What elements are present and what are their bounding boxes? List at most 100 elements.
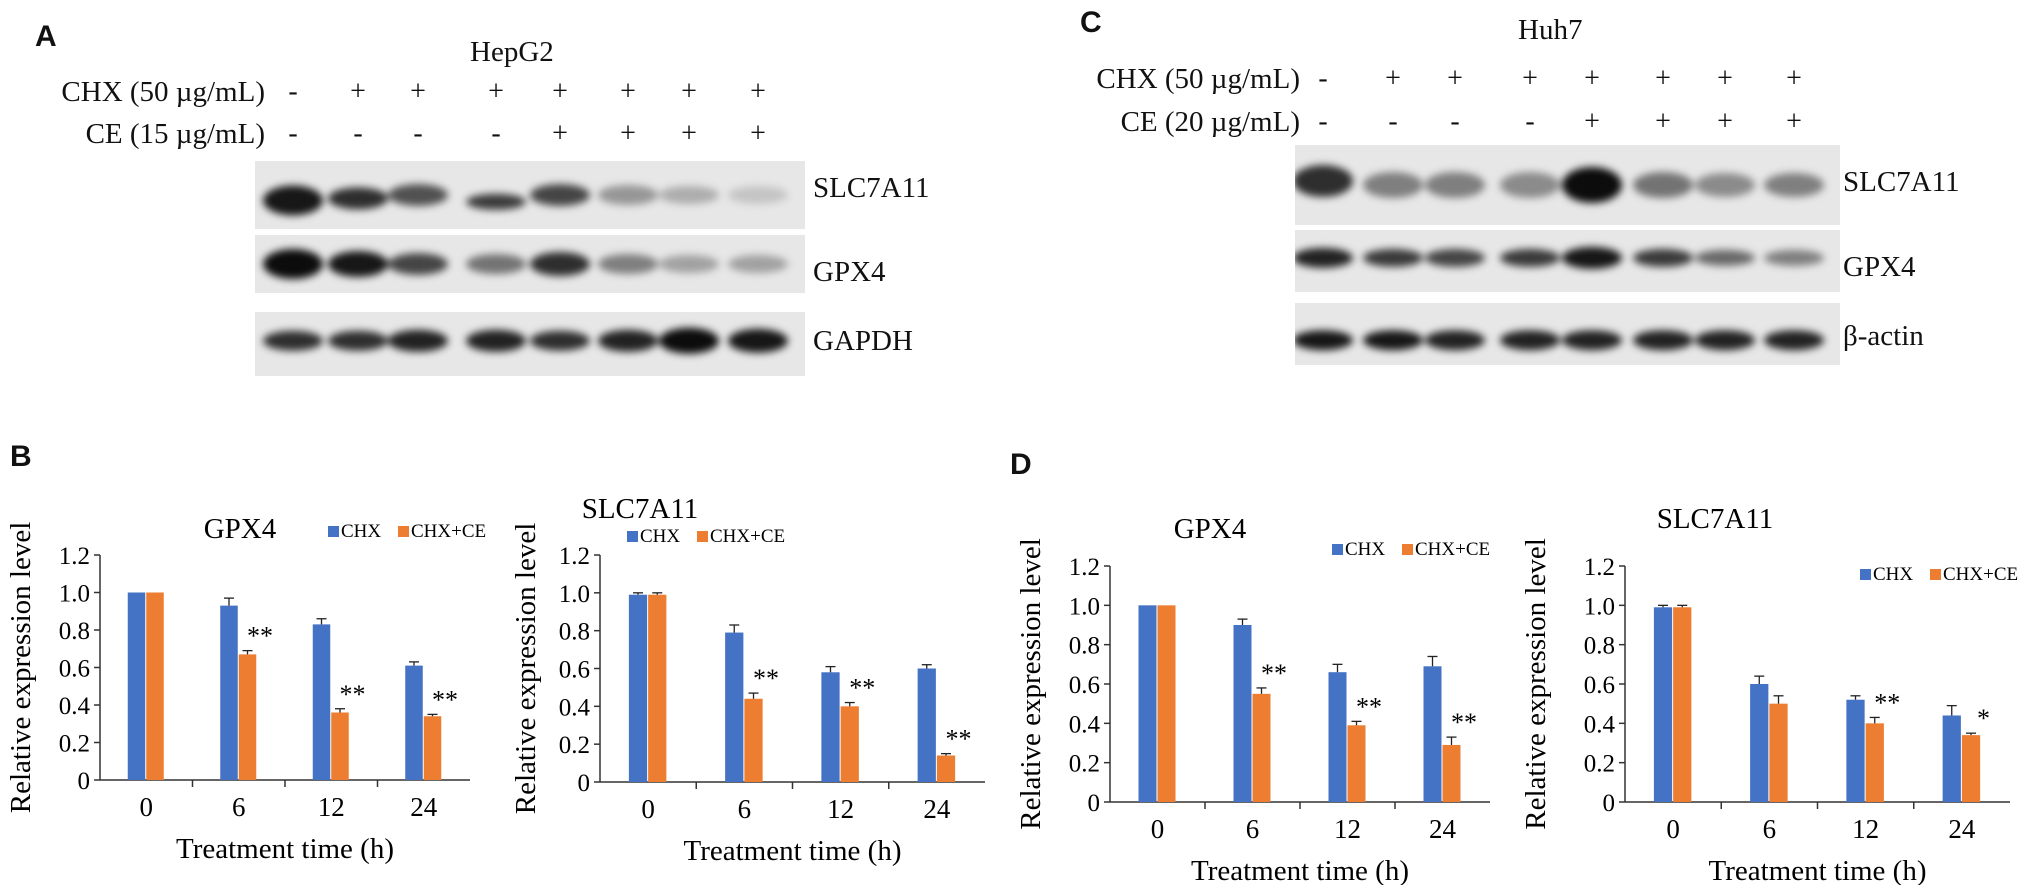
cell-line-title-c: Huh7 <box>1518 14 1583 46</box>
panel-letter-d: D <box>1010 448 1032 481</box>
significance-marker: * <box>1977 704 1990 733</box>
significance-marker: ** <box>340 680 366 709</box>
protein-label-bactin-c: β-actin <box>1843 320 1924 352</box>
y-tick-label: 1.0 <box>559 581 590 608</box>
blot-band <box>1363 330 1423 351</box>
protein-label-slc7a11-c: SLC7A11 <box>1843 166 1960 198</box>
y-tick-label: 0.6 <box>1069 672 1100 699</box>
x-tick-label: 0 <box>1151 814 1165 844</box>
significance-marker: ** <box>849 674 875 703</box>
legend-swatch <box>1332 544 1343 555</box>
treatment-sign: + <box>488 76 504 107</box>
blot-band <box>388 184 448 206</box>
treatment-sign: - <box>288 76 298 107</box>
blot-band <box>388 253 448 275</box>
treatment-sign: + <box>1447 63 1463 94</box>
blot-band <box>328 187 388 210</box>
treatment-sign: + <box>1584 106 1600 137</box>
blot-band <box>328 251 388 277</box>
y-tick-label: 0 <box>1603 790 1616 817</box>
y-tick-label: 0.2 <box>59 731 90 758</box>
significance-marker: ** <box>1356 692 1382 721</box>
blot-band <box>598 329 658 352</box>
blot-band <box>1293 330 1353 351</box>
treatment-sign: - <box>1318 106 1328 137</box>
treatment-sign: + <box>681 118 697 149</box>
x-tick-label: 0 <box>140 792 154 822</box>
blot-band <box>1363 248 1423 267</box>
legend-label: CHX+CE <box>1415 539 1490 560</box>
bar-chx-ce <box>331 712 349 780</box>
y-axis-label: Relative expression level <box>5 522 37 814</box>
y-tick-label: 0.8 <box>1584 633 1615 660</box>
y-tick-label: 0.8 <box>59 618 90 645</box>
blot-band <box>1425 172 1485 198</box>
bar-chx-ce <box>936 755 956 782</box>
legend-label: CHX <box>341 521 381 542</box>
y-axis-label: Relative expression level <box>510 523 542 815</box>
legend-swatch <box>398 526 409 537</box>
chart-title: SLC7A11 <box>582 493 699 525</box>
blot-band <box>598 254 658 274</box>
x-axis-label: Treatment time (h) <box>1709 855 1927 885</box>
blot-band <box>728 186 788 204</box>
legend-label: CHX <box>640 526 680 547</box>
blot-band <box>728 255 788 273</box>
treatment-sign: - <box>413 118 423 149</box>
y-tick-label: 0.2 <box>559 732 590 759</box>
protein-label-gpx4-a: GPX4 <box>813 256 886 288</box>
bar-chx <box>821 672 840 782</box>
blot-band <box>263 249 323 279</box>
treatment-sign: + <box>410 76 426 107</box>
treatment-sign: - <box>288 118 298 149</box>
bar-chx <box>917 668 936 782</box>
x-tick-label: 24 <box>1948 814 1976 844</box>
treatment-sign: + <box>1717 106 1733 137</box>
blot-band <box>1764 173 1824 197</box>
chart-gpx4-hepg2: GPX4 Relative expression level 0 0.2 0.4 0.6 0… <box>5 513 486 865</box>
significance-marker: ** <box>1261 659 1287 688</box>
treatment-sign: + <box>350 76 366 107</box>
treatment-sign: - <box>491 118 501 149</box>
bar-chx <box>1942 715 1961 802</box>
blot-band <box>388 329 448 352</box>
panel-letter-a: A <box>35 20 57 53</box>
y-tick-label: 0.4 <box>1584 711 1616 738</box>
bar-chx-ce <box>146 592 164 780</box>
y-tick-label: 0.2 <box>1584 751 1615 778</box>
y-axis-label: Relative expression level <box>1015 538 1047 830</box>
bar-chx-ce <box>423 716 442 780</box>
y-axis-label: Relative expression level <box>1520 538 1552 830</box>
legend-swatch <box>697 531 708 542</box>
bar-chx-ce <box>238 654 257 780</box>
blot-band <box>263 330 323 351</box>
blot-band <box>530 330 590 351</box>
bar-chx <box>1233 625 1252 802</box>
treatment-sign: + <box>552 76 568 107</box>
bar-chx <box>1750 684 1769 802</box>
bar-chx-ce <box>1157 605 1176 802</box>
panel-letter-b: B <box>10 440 32 473</box>
x-tick-label: 6 <box>232 792 246 822</box>
condition-label-chx-c: CHX (50 µg/mL) <box>1096 63 1300 95</box>
x-axis-label: Treatment time (h) <box>176 833 394 865</box>
x-tick-label: 6 <box>738 794 752 824</box>
x-tick-label: 12 <box>827 794 854 824</box>
y-tick-label: 0 <box>78 768 91 795</box>
cell-line-title-a: HepG2 <box>470 36 554 68</box>
treatment-sign: + <box>1522 63 1538 94</box>
treatment-sign: + <box>1786 63 1802 94</box>
legend-swatch <box>328 526 339 537</box>
bar-chx <box>312 624 331 780</box>
x-tick-label: 24 <box>923 794 951 824</box>
blot-band <box>1562 330 1622 351</box>
treatment-sign: + <box>750 76 766 107</box>
treatment-sign: + <box>1584 63 1600 94</box>
protein-label-gpx4-c: GPX4 <box>1843 251 1916 283</box>
legend-swatch <box>1860 569 1871 580</box>
chart-gpx4-huh7: GPX4 Relative expression level 0 0.2 0.4 0.6 0… <box>1015 513 1490 885</box>
bar-chx <box>1846 699 1865 802</box>
blot-band <box>659 327 719 354</box>
significance-marker: ** <box>946 725 972 754</box>
condition-label-chx-a: CHX (50 µg/mL) <box>61 76 265 108</box>
